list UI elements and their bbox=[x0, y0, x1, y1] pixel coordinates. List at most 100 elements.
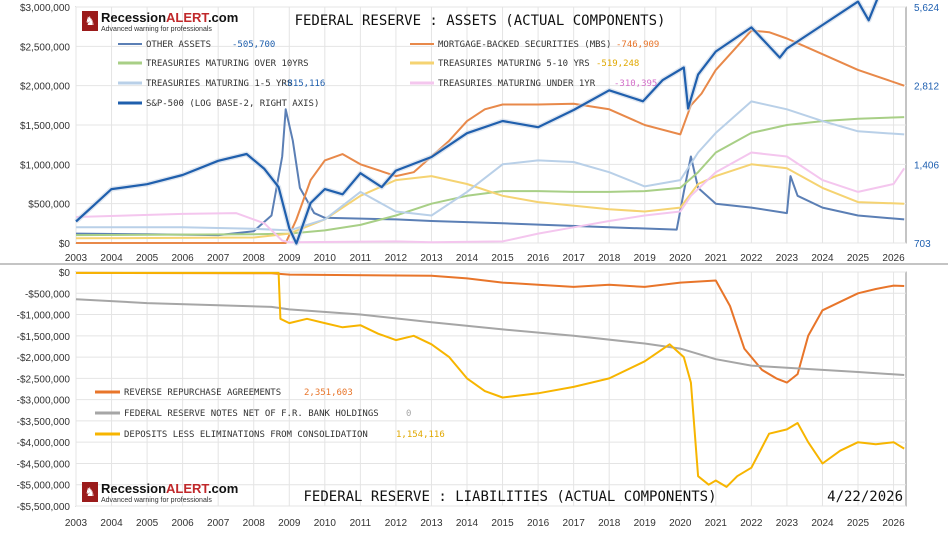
top-x-tick-label: 2008 bbox=[243, 253, 266, 264]
top-x-tick-label: 2016 bbox=[527, 253, 550, 264]
bottom-y-tick-label: $0 bbox=[59, 268, 71, 279]
bottom-y-tick-label: -$5,500,000 bbox=[17, 502, 71, 513]
logo-shield-icon bbox=[82, 11, 98, 31]
top-x-tick-label: 2004 bbox=[100, 253, 123, 264]
bottom-y-tick-label: -$3,500,000 bbox=[17, 417, 71, 428]
right-y-axis: 703 1,406 2,812 5,624 bbox=[914, 3, 939, 250]
legend-value-mbs: -746,909 bbox=[616, 40, 659, 50]
bottom-x-tick-label: 2010 bbox=[314, 518, 337, 529]
bottom-x-tick-label: 2008 bbox=[243, 518, 266, 529]
logo-glyph-icon: ♞ bbox=[85, 14, 96, 28]
top-x-tick-label: 2015 bbox=[491, 253, 514, 264]
date-stamp: 4/22/2026 bbox=[827, 489, 903, 505]
bottom-x-tick-label: 2006 bbox=[172, 518, 195, 529]
top-x-tick-label: 2007 bbox=[207, 253, 230, 264]
bottom-legend: REVERSE REPURCHASE AGREEMENTS 2,351,603 … bbox=[95, 388, 445, 440]
top-x-tick-label: 2025 bbox=[847, 253, 870, 264]
top-x-tick-label: 2022 bbox=[740, 253, 763, 264]
series-line-treasuries-maturing-1-5-yrs bbox=[76, 100, 905, 232]
bottom-y-tick-label: -$4,000,000 bbox=[17, 438, 71, 449]
bottom-y-axis: $0 -$500,000 -$1,000,000 -$1,500,000 -$2,000… bbox=[17, 268, 71, 513]
series-line-mortgage-backed-securities-mbs bbox=[76, 29, 905, 244]
legend-label-deposits: DEPOSITS LESS ELIMINATIONS FROM CONSOLID… bbox=[124, 430, 368, 440]
bottom-x-tick-label: 2005 bbox=[136, 518, 159, 529]
top-y-tick-label: $1,500,000 bbox=[20, 121, 70, 132]
legend-value-fr-notes: 0 bbox=[406, 409, 411, 419]
bottom-x-tick-label: 2020 bbox=[669, 518, 692, 529]
bottom-panel-frame bbox=[75, 271, 907, 507]
series-line-s-p-500-log-base-2-right-axis bbox=[75, 0, 879, 245]
bottom-x-tick-label: 2009 bbox=[278, 518, 301, 529]
bottom-x-tick-label: 2012 bbox=[385, 518, 408, 529]
bottom-x-tick-label: 2026 bbox=[882, 518, 905, 529]
top-x-tick-label: 2006 bbox=[172, 253, 195, 264]
logo-shield-icon bbox=[82, 482, 98, 502]
bottom-x-tick-label: 2003 bbox=[65, 518, 88, 529]
series-line-federal-reserve-notes-net-of-f-r-bank-holdings bbox=[75, 298, 905, 376]
bottom-series-group bbox=[75, 271, 905, 488]
logo-brand: RecessionALERT.com bbox=[101, 481, 238, 496]
legend-value-1-5yrs: -815,116 bbox=[282, 79, 325, 89]
top-x-tick-label: 2005 bbox=[136, 253, 159, 264]
legend-label-under-1yr: TREASURIES MATURING UNDER 1YR bbox=[438, 79, 596, 89]
top-x-tick-label: 2010 bbox=[314, 253, 337, 264]
bottom-y-tick-label: -$5,000,000 bbox=[17, 481, 71, 492]
legend-label-sp500: S&P-500 (LOG BASE-2, RIGHT AXIS) bbox=[146, 99, 319, 109]
top-x-axis: 2003 2004 2005 2006 2007 2008 2009 2010 2011 2012… bbox=[65, 253, 905, 264]
top-y-tick-label: $0 bbox=[59, 239, 71, 250]
legend-label-reverse-repo: REVERSE REPURCHASE AGREEMENTS bbox=[124, 388, 281, 398]
bottom-x-tick-label: 2024 bbox=[811, 518, 834, 529]
top-y-tick-label: $2,000,000 bbox=[20, 82, 70, 93]
series-line-reverse-repurchase-agreements bbox=[75, 271, 905, 384]
series-line-treasuries-maturing-over-10yrs bbox=[75, 116, 905, 237]
logo-top: ♞ RecessionALERT.com Advanced warning fo… bbox=[82, 10, 238, 33]
logo-brand: RecessionALERT.com bbox=[101, 10, 238, 25]
top-y-tick-label: $1,000,000 bbox=[20, 160, 70, 171]
legend-label-5-10yrs: TREASURIES MATURING 5-10 YRS bbox=[438, 59, 590, 69]
right-y-tick-label: 2,812 bbox=[914, 82, 939, 93]
bottom-x-tick-label: 2025 bbox=[847, 518, 870, 529]
bottom-y-tick-label: -$2,500,000 bbox=[17, 374, 71, 385]
bottom-x-tick-label: 2013 bbox=[420, 518, 443, 529]
legend-label-fr-notes: FEDERAL RESERVE NOTES NET OF F.R. BANK H… bbox=[124, 409, 379, 419]
legend-label-over-10yrs: TREASURIES MATURING OVER 10YRS bbox=[146, 59, 309, 69]
top-x-tick-label: 2009 bbox=[278, 253, 301, 264]
top-x-tick-label: 2003 bbox=[65, 253, 88, 264]
bottom-y-tick-label: -$3,000,000 bbox=[17, 396, 71, 407]
bottom-y-tick-label: -$1,500,000 bbox=[17, 332, 71, 343]
bottom-x-tick-label: 2017 bbox=[563, 518, 586, 529]
bottom-x-tick-label: 2018 bbox=[598, 518, 621, 529]
logo-glyph-icon: ♞ bbox=[85, 485, 96, 499]
bottom-x-tick-label: 2019 bbox=[634, 518, 657, 529]
bottom-y-tick-label: -$4,500,000 bbox=[17, 459, 71, 470]
legend-label-mbs: MORTGAGE-BACKED SECURITIES (MBS) bbox=[438, 40, 611, 50]
bottom-x-tick-label: 2022 bbox=[740, 518, 763, 529]
top-chart-title: FEDERAL RESERVE : ASSETS (ACTUAL COMPONE… bbox=[295, 13, 666, 29]
bottom-x-tick-label: 2021 bbox=[705, 518, 728, 529]
legend-label-1-5yrs: TREASURIES MATURING 1-5 YRS bbox=[146, 79, 292, 89]
logo-tagline: Advanced warning for professionals bbox=[101, 497, 212, 504]
series-line-other-assets bbox=[75, 108, 905, 237]
top-x-tick-label: 2020 bbox=[669, 253, 692, 264]
bottom-x-tick-label: 2004 bbox=[100, 518, 123, 529]
bottom-x-tick-label: 2014 bbox=[456, 518, 479, 529]
legend-value-under-1yr: -310,395 bbox=[614, 79, 657, 89]
logo-bottom: ♞ RecessionALERT.com Advanced warning fo… bbox=[82, 481, 238, 504]
top-x-tick-label: 2021 bbox=[705, 253, 728, 264]
top-x-tick-label: 2019 bbox=[634, 253, 657, 264]
legend-value-other-assets: -505,700 bbox=[232, 40, 275, 50]
legend-value-5-10yrs: -519,248 bbox=[596, 59, 639, 69]
top-x-tick-label: 2024 bbox=[811, 253, 834, 264]
bottom-x-tick-label: 2011 bbox=[350, 518, 372, 529]
bottom-x-tick-label: 2023 bbox=[776, 518, 799, 529]
bottom-x-tick-label: 2007 bbox=[207, 518, 230, 529]
top-x-tick-label: 2014 bbox=[456, 253, 479, 264]
top-y-tick-label: $500,000 bbox=[28, 200, 70, 211]
top-series-group bbox=[74, 0, 906, 246]
top-x-tick-label: 2026 bbox=[882, 253, 905, 264]
bottom-y-tick-label: -$1,000,000 bbox=[17, 311, 71, 322]
bottom-y-tick-label: -$2,000,000 bbox=[17, 353, 71, 364]
legend-label-other-assets: OTHER ASSETS bbox=[146, 40, 211, 50]
